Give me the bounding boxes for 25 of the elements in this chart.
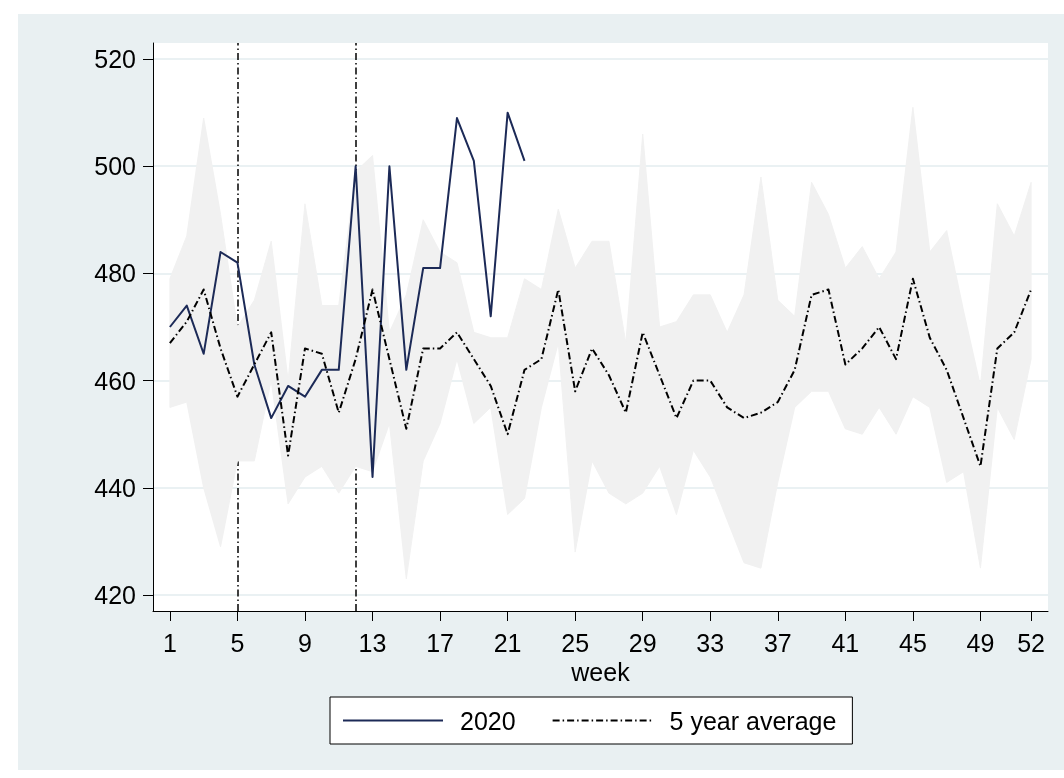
x-axis-title: week	[570, 658, 631, 687]
x-tick-label: 41	[831, 628, 860, 657]
y-tick-label: 500	[94, 152, 136, 181]
x-tick-label: 21	[493, 628, 522, 657]
legend-label: 5 year average	[669, 706, 837, 735]
x-tick-label: 5	[230, 628, 245, 657]
line-series	[168, 111, 526, 479]
y-tick-label: 520	[94, 45, 136, 74]
legend-label: 2020	[460, 706, 516, 735]
x-tick-label: 37	[763, 628, 792, 657]
line-series	[168, 277, 1033, 468]
x-tick-label: 17	[426, 628, 454, 657]
x-tick-label: 1	[162, 628, 177, 657]
y-tick-label: 460	[94, 366, 136, 395]
x-tick-label: 25	[561, 628, 590, 657]
x-tick-label: 9	[298, 628, 312, 657]
y-tick-label: 480	[94, 259, 136, 288]
y-tick-label: 420	[94, 580, 136, 609]
x-tick-label: 45	[899, 628, 927, 657]
x-tick-label: 33	[696, 628, 725, 657]
y-tick-label: 440	[94, 473, 136, 502]
x-tick-label: 52	[1017, 628, 1046, 657]
x-tick-label: 13	[358, 628, 387, 657]
x-tick-label: 29	[628, 628, 657, 657]
x-tick-label: 49	[966, 628, 995, 657]
